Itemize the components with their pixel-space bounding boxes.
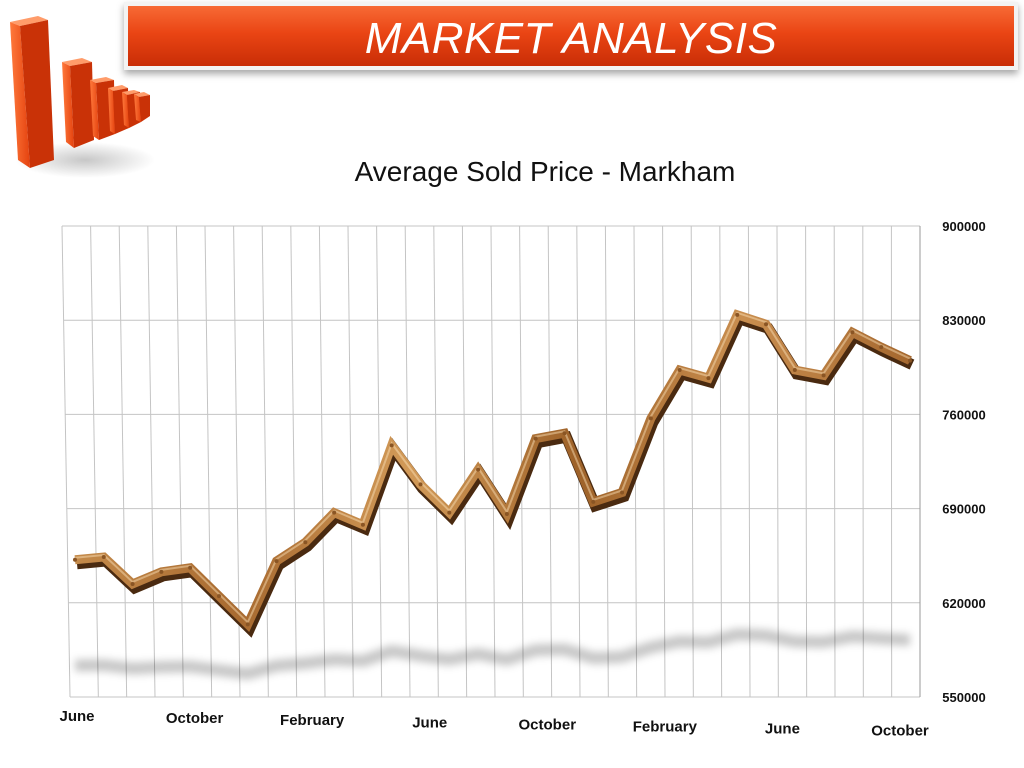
data-point xyxy=(821,373,826,378)
v-gridline xyxy=(519,225,524,698)
v-gridline xyxy=(805,225,808,698)
v-gridline xyxy=(433,225,439,698)
v-gridline xyxy=(290,225,298,698)
data-point xyxy=(879,345,884,350)
y-tick-label: 830000 xyxy=(942,313,985,328)
v-gridline xyxy=(547,225,553,698)
v-gridline xyxy=(376,225,383,698)
v-gridline xyxy=(204,225,213,698)
data-point xyxy=(735,312,740,317)
v-gridline xyxy=(175,225,184,698)
data-point xyxy=(216,594,221,599)
v-gridline xyxy=(118,225,128,698)
v-gridline xyxy=(747,225,751,698)
v-gridline xyxy=(776,225,779,698)
v-gridline xyxy=(833,225,836,698)
data-point xyxy=(332,510,337,515)
data-point xyxy=(188,565,193,570)
data-point xyxy=(677,367,682,372)
line-shadow xyxy=(74,628,911,680)
y-tick-label: 900000 xyxy=(942,219,985,234)
x-tick-label: October xyxy=(871,723,929,740)
data-point xyxy=(245,622,250,627)
data-point xyxy=(591,499,596,504)
chart-title: Average Sold Price - Markham xyxy=(354,156,736,187)
data-point xyxy=(73,557,77,562)
data-point xyxy=(101,555,106,560)
bar-chart-logo xyxy=(0,0,160,190)
x-tick-label: October xyxy=(519,716,577,733)
data-point xyxy=(620,490,625,495)
data-point xyxy=(706,376,711,381)
data-point xyxy=(389,443,394,448)
header-banner: MARKET ANALYSIS xyxy=(124,2,1018,70)
x-tick-label: February xyxy=(633,719,698,736)
data-point xyxy=(562,431,567,436)
v-gridline xyxy=(604,225,609,698)
data-point xyxy=(504,511,509,516)
v-gridline xyxy=(862,225,864,698)
x-tick-label: October xyxy=(166,710,224,727)
data-point xyxy=(476,467,481,472)
y-tick-label: 690000 xyxy=(942,502,985,517)
data-point xyxy=(360,522,365,527)
v-gridline xyxy=(318,225,326,698)
data-point xyxy=(447,510,452,515)
series-line xyxy=(74,309,912,633)
y-tick-label: 550000 xyxy=(942,690,985,705)
v-gridline xyxy=(233,225,241,698)
data-point xyxy=(850,330,855,335)
x-tick-label: June xyxy=(59,708,94,725)
v-gridline xyxy=(147,225,156,698)
page-title: MARKET ANALYSIS xyxy=(364,14,778,63)
v-gridline xyxy=(90,225,99,698)
data-point xyxy=(764,322,769,327)
y-tick-label: 760000 xyxy=(942,407,985,422)
v-gridline xyxy=(662,225,666,698)
series-line-highlight xyxy=(74,311,911,625)
v-gridline xyxy=(690,225,694,698)
data-point xyxy=(648,416,653,421)
v-gridline xyxy=(719,225,723,698)
data-point xyxy=(908,358,912,363)
v-gridline xyxy=(490,225,496,698)
data-point xyxy=(792,367,797,372)
data-point xyxy=(130,581,135,586)
v-gridline xyxy=(461,225,468,698)
v-gridline xyxy=(347,225,354,698)
x-tick-label: June xyxy=(765,721,800,738)
data-point xyxy=(418,482,423,487)
data-point xyxy=(274,559,279,564)
x-tick-label: June xyxy=(412,714,447,731)
data-point xyxy=(159,569,164,574)
y-tick-label: 620000 xyxy=(942,596,985,611)
x-tick-label: February xyxy=(280,712,345,729)
v-gridline xyxy=(261,225,269,698)
v-gridline xyxy=(61,225,71,698)
data-point xyxy=(533,436,538,441)
data-point xyxy=(303,540,308,545)
